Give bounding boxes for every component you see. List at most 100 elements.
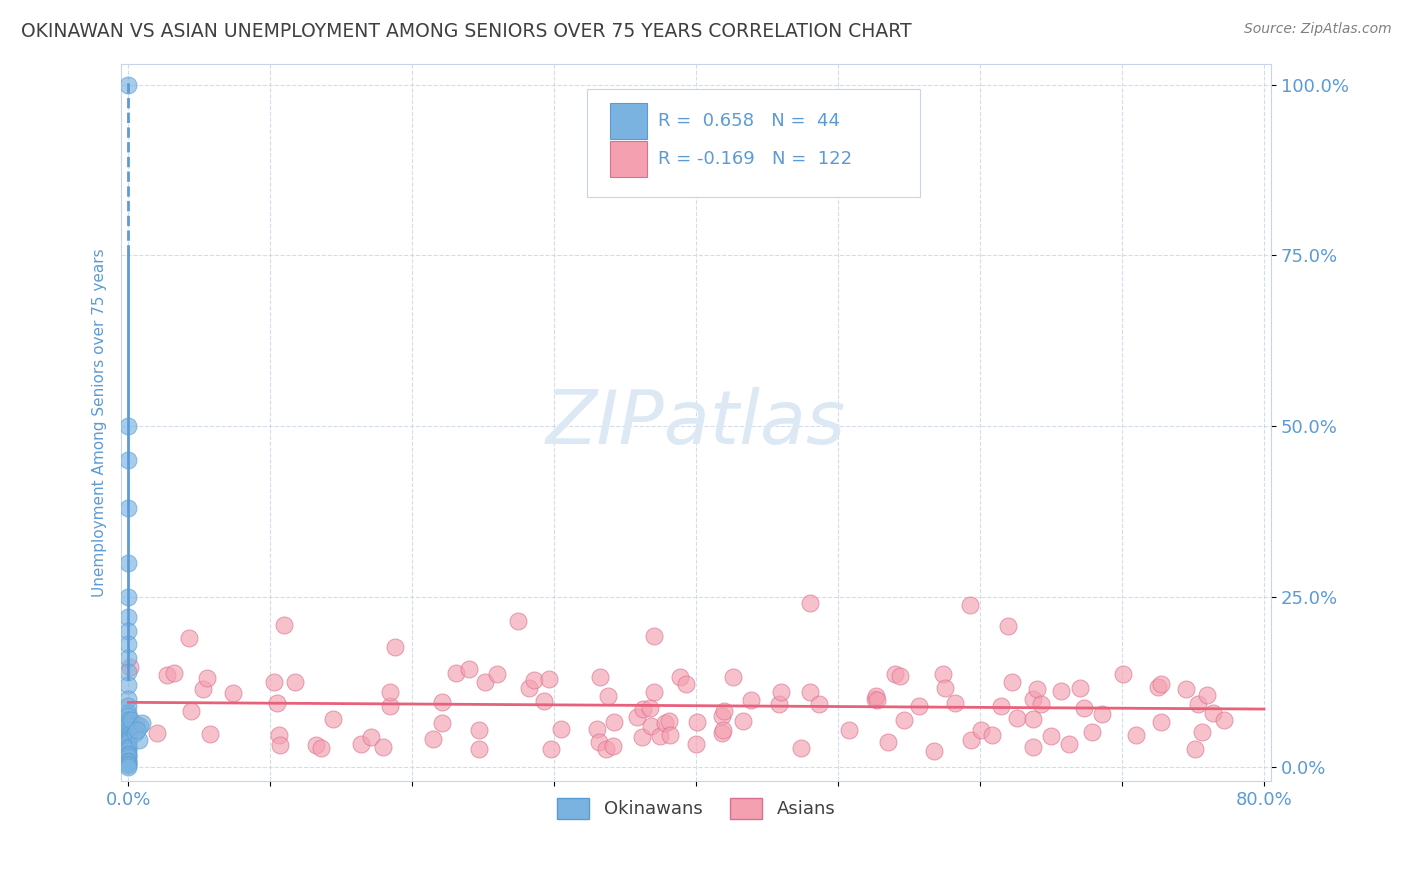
- Point: [997, 618, 1019, 632]
- Point: [643, 684, 665, 698]
- Point: [371, 740, 394, 755]
- Point: [807, 697, 830, 711]
- Point: [877, 735, 900, 749]
- Text: R =  0.658   N =  44: R = 0.658 N = 44: [658, 112, 841, 130]
- Point: [468, 742, 491, 756]
- Point: [117, 610, 139, 624]
- Point: [177, 631, 200, 645]
- Point: [733, 714, 755, 729]
- Point: [675, 677, 697, 691]
- Point: [1187, 697, 1209, 711]
- Point: [117, 692, 139, 706]
- Point: [1213, 713, 1236, 727]
- Point: [1191, 724, 1213, 739]
- Point: [430, 715, 453, 730]
- Point: [595, 742, 617, 756]
- Point: [117, 733, 139, 747]
- Point: [865, 689, 887, 703]
- Point: [959, 598, 981, 612]
- Point: [626, 710, 648, 724]
- Point: [125, 717, 148, 731]
- Point: [117, 556, 139, 570]
- Point: [378, 699, 401, 714]
- Point: [180, 704, 202, 718]
- Point: [117, 453, 139, 467]
- Point: [198, 727, 221, 741]
- Point: [117, 750, 139, 764]
- Point: [117, 715, 139, 730]
- Point: [117, 747, 139, 762]
- Point: [118, 660, 141, 674]
- Point: [990, 699, 1012, 714]
- Point: [540, 742, 562, 756]
- Point: [710, 726, 733, 740]
- Point: [117, 500, 139, 515]
- Point: [517, 681, 540, 695]
- Point: [1069, 681, 1091, 696]
- Point: [117, 755, 139, 769]
- Point: [117, 728, 139, 742]
- Point: [799, 685, 821, 699]
- FancyBboxPatch shape: [610, 142, 647, 177]
- Text: OKINAWAN VS ASIAN UNEMPLOYMENT AMONG SENIORS OVER 75 YEARS CORRELATION CHART: OKINAWAN VS ASIAN UNEMPLOYMENT AMONG SEN…: [21, 22, 911, 41]
- Point: [1150, 715, 1173, 730]
- Point: [596, 690, 619, 704]
- Point: [128, 719, 150, 733]
- Point: [1174, 681, 1197, 696]
- Point: [124, 726, 146, 740]
- Point: [263, 675, 285, 690]
- Point: [305, 738, 328, 752]
- Point: [790, 741, 813, 756]
- Point: [117, 730, 139, 744]
- Point: [378, 685, 401, 699]
- Point: [1150, 676, 1173, 690]
- Point: [267, 728, 290, 742]
- Point: [586, 722, 609, 736]
- Point: [932, 666, 955, 681]
- Point: [959, 732, 981, 747]
- Point: [222, 686, 245, 700]
- Point: [981, 728, 1004, 742]
- Point: [602, 739, 624, 753]
- Point: [658, 714, 681, 728]
- FancyBboxPatch shape: [586, 89, 921, 197]
- Point: [117, 736, 139, 750]
- Point: [863, 692, 886, 706]
- Point: [485, 667, 508, 681]
- Point: [432, 694, 454, 708]
- Point: [659, 728, 682, 742]
- Point: [117, 678, 139, 692]
- Point: [1050, 684, 1073, 698]
- Point: [128, 733, 150, 747]
- Point: [117, 590, 139, 604]
- Point: [117, 698, 139, 713]
- Point: [1029, 697, 1052, 711]
- Point: [117, 706, 139, 720]
- Point: [768, 698, 790, 712]
- Point: [117, 665, 139, 679]
- Point: [969, 723, 991, 737]
- Point: [117, 754, 139, 768]
- Point: [117, 739, 139, 754]
- Point: [1202, 706, 1225, 720]
- Point: [533, 694, 555, 708]
- Point: [384, 640, 406, 654]
- Point: [1026, 681, 1049, 696]
- Point: [422, 731, 444, 746]
- Point: [508, 614, 530, 628]
- Point: [685, 737, 707, 751]
- Point: [1073, 701, 1095, 715]
- Point: [654, 716, 676, 731]
- Point: [889, 669, 911, 683]
- Point: [266, 696, 288, 710]
- Point: [922, 744, 945, 758]
- Point: [1005, 710, 1028, 724]
- Point: [444, 665, 467, 680]
- Point: [117, 637, 139, 651]
- Point: [309, 741, 332, 756]
- Point: [648, 729, 671, 743]
- Point: [934, 681, 956, 695]
- Point: [908, 698, 931, 713]
- Point: [686, 714, 709, 729]
- Point: [117, 651, 139, 665]
